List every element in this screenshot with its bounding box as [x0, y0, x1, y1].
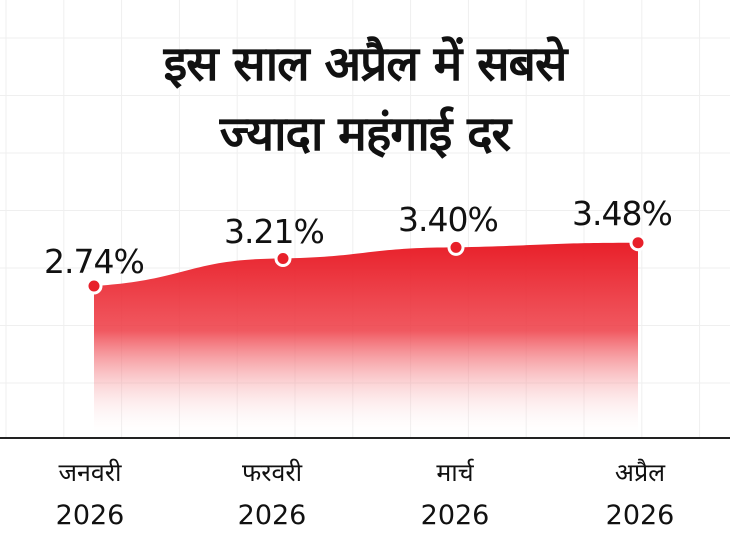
- marker-layer: [85, 234, 647, 295]
- area-layer: [94, 242, 638, 438]
- data-point: [85, 277, 103, 295]
- x-tick-label-year: 2026: [420, 500, 490, 531]
- x-tick-label-month: फरवरी: [241, 458, 303, 487]
- x-tick-label-year: 2026: [55, 500, 125, 531]
- x-tick-label-year: 2026: [237, 500, 307, 531]
- x-tick-label-month: अप्रैल: [614, 458, 666, 487]
- data-label: 3.48%: [572, 194, 673, 233]
- data-label: 3.21%: [224, 212, 325, 251]
- x-tick-label-year: 2026: [605, 500, 675, 531]
- data-label: 3.40%: [398, 200, 499, 239]
- data-point: [629, 234, 647, 252]
- chart-title-line-1: इस साल अप्रैल में सबसे: [163, 36, 568, 92]
- data-label: 2.74%: [44, 242, 145, 281]
- data-point: [274, 250, 292, 268]
- x-tick-label-month: मार्च: [436, 458, 474, 487]
- chart-title-line-2: ज्यादा महंगाई दर: [219, 106, 511, 162]
- x-tick-label-month: जनवरी: [58, 458, 122, 487]
- data-point: [447, 238, 465, 256]
- area-series: [94, 242, 638, 438]
